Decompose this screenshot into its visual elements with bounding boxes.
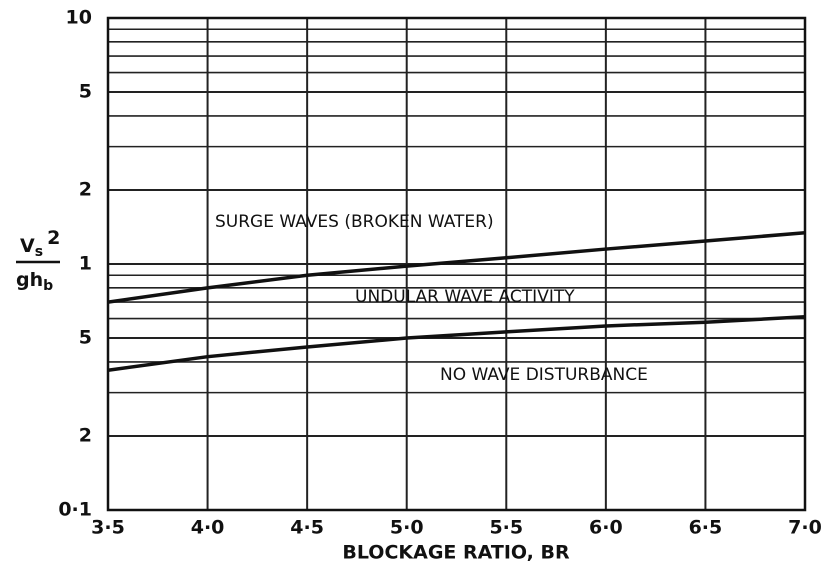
y-label-numerator: Vs2	[20, 227, 60, 261]
y-tick-label: 5	[79, 81, 92, 103]
x-tick-label: 3·5	[91, 517, 125, 539]
y-tick-label: 2	[79, 424, 92, 446]
x-tick-label: 6·0	[589, 517, 623, 539]
x-tick-label: 6·5	[689, 517, 723, 539]
x-tick-label: 4·5	[290, 517, 324, 539]
x-axis-label: BLOCKAGE RATIO, BR	[342, 542, 570, 564]
data-line	[107, 230, 806, 304]
x-tick-label: 5·5	[489, 517, 523, 539]
y-label-part: gh	[16, 269, 43, 291]
y-label-part: V	[20, 235, 35, 257]
y-label-part: s	[35, 244, 43, 260]
data-line	[107, 315, 806, 372]
annotation: SURGE WAVES (BROKEN WATER)	[215, 212, 494, 232]
y-label-part: b	[43, 278, 53, 294]
y-tick-label: 5	[79, 327, 92, 349]
x-tick-label: 5·0	[390, 517, 424, 539]
annotation: UNDULAR WAVE ACTIVITY	[355, 287, 575, 307]
y-tick-label: 1	[79, 253, 92, 275]
y-label-denominator: ghb	[16, 269, 53, 295]
y-label-part: 2	[47, 227, 60, 249]
x-tick-label: 4·0	[191, 517, 225, 539]
y-tick-label: 0·1	[58, 499, 92, 521]
annotation: NO WAVE DISTURBANCE	[440, 365, 648, 385]
x-tick-label: 7·0	[788, 517, 822, 539]
plot-frame	[106, 16, 807, 512]
y-tick-label: 10	[66, 7, 92, 29]
y-tick-label: 2	[79, 178, 92, 200]
